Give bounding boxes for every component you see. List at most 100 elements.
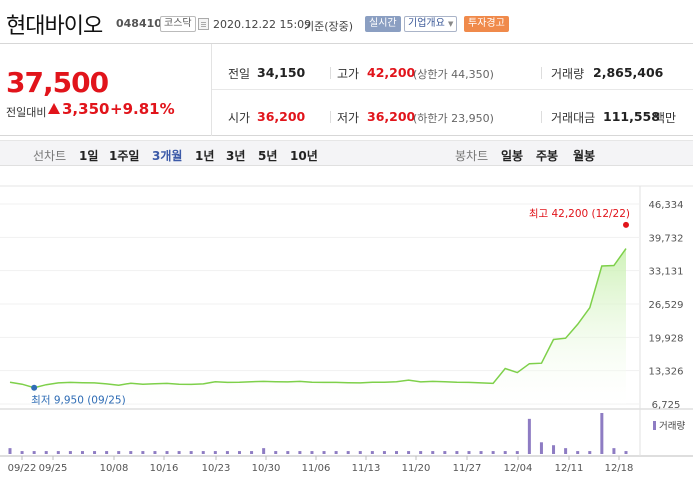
document-icon	[198, 18, 209, 30]
volume-bar	[9, 448, 12, 454]
volume-bar	[480, 451, 483, 454]
volume-bar	[202, 451, 205, 454]
volume-bar	[310, 451, 313, 454]
volume-bar	[274, 451, 277, 454]
divider	[330, 67, 331, 79]
realtime-button[interactable]: 실시간	[365, 16, 401, 32]
volume-bar	[250, 451, 253, 454]
x-tick-label: 11/20	[402, 463, 431, 474]
volume-bar	[141, 451, 144, 454]
volume-bar	[298, 451, 301, 454]
volume-bar	[105, 451, 108, 454]
volume-bar	[371, 451, 374, 454]
open-value: 36,200	[257, 109, 305, 124]
volume-bar	[407, 451, 410, 454]
low-annotation: 최저 9,950 (09/25)	[31, 395, 126, 407]
tab-1d[interactable]: 1일	[79, 147, 98, 164]
amount-unit: 백만	[654, 109, 676, 126]
market-badge: 코스닥	[160, 16, 196, 32]
volume-bar	[359, 451, 362, 454]
tab-3m[interactable]: 3개월	[152, 147, 182, 164]
volume-bar	[214, 451, 217, 454]
volume-bar	[153, 451, 156, 454]
upper-limit: (상한가 44,350)	[413, 66, 494, 82]
x-tick-label: 12/11	[555, 463, 584, 474]
volume-bar	[419, 451, 422, 454]
tab-1y[interactable]: 1년	[195, 147, 214, 164]
volume-bar	[600, 413, 603, 454]
high-label: 고가	[337, 65, 359, 82]
volume-label: 거래량	[551, 65, 584, 82]
x-tick-label: 10/23	[202, 463, 231, 474]
volume-bar	[612, 448, 615, 454]
volume-bar	[552, 445, 555, 454]
volume-bar	[528, 419, 531, 454]
volume-bar	[33, 451, 36, 454]
volume-bar	[455, 451, 458, 454]
tab-3y[interactable]: 3년	[226, 147, 245, 164]
x-tick-label: 10/30	[252, 463, 281, 474]
investment-warning-badge: 투자경고	[464, 16, 509, 32]
x-tick-label: 10/08	[100, 463, 129, 474]
y-tick-label: 39,732	[649, 233, 684, 244]
y-tick-label: 46,334	[649, 200, 684, 211]
y-tick-label: 33,131	[649, 267, 684, 278]
high-annotation: 최고 42,200 (12/22)	[529, 208, 630, 220]
volume-bar	[129, 451, 132, 454]
quote-standard: 기준(장중)	[304, 18, 353, 34]
volume-bar	[262, 448, 265, 454]
volume-bar	[238, 451, 241, 454]
volume-bar	[286, 451, 289, 454]
volume-bar	[117, 451, 120, 454]
price-summary: 37,500 전일대비 3,350 +9.81% 전일 34,150 고가 42…	[0, 44, 693, 136]
volume-bar	[347, 451, 350, 454]
lower-limit: (하한가 23,950)	[413, 110, 494, 126]
price-area	[10, 249, 626, 404]
line-chart-label: 선차트	[33, 147, 66, 164]
volume-bar	[431, 451, 434, 454]
volume-bar	[504, 451, 507, 454]
tab-10y[interactable]: 10년	[290, 147, 318, 164]
open-label: 시가	[228, 109, 250, 126]
volume-bar	[226, 451, 229, 454]
volume-bar	[516, 451, 519, 454]
volume-bar	[540, 442, 543, 454]
y-tick-label: 13,326	[649, 367, 684, 378]
x-tick-label: 12/04	[504, 463, 533, 474]
volume-legend-swatch	[653, 421, 656, 430]
volume-bar	[21, 451, 24, 454]
company-overview-button[interactable]: 기업개요 ▼	[404, 16, 457, 32]
volume-bar	[576, 451, 579, 454]
tab-1w[interactable]: 1주일	[109, 147, 139, 164]
tab-monthly-candle[interactable]: 월봉	[573, 147, 595, 164]
volume-bar	[57, 451, 60, 454]
stock-header: 현대바이오 048410 코스닥 2020.12.22 15:09 기준(장중)…	[0, 0, 693, 44]
tab-daily-candle[interactable]: 일봉	[501, 147, 523, 164]
up-triangle-icon	[48, 103, 60, 114]
price-change-percent: +9.81%	[110, 100, 175, 118]
volume-bar	[166, 451, 169, 454]
current-price-box: 37,500 전일대비 3,350 +9.81%	[0, 44, 212, 136]
amount-value: 111,558	[603, 109, 660, 124]
price-change: 3,350	[48, 100, 109, 118]
quote-datetime: 2020.12.22 15:09	[213, 18, 311, 31]
current-price: 37,500	[6, 66, 108, 99]
x-tick-label: 10/16	[150, 463, 179, 474]
volume-bar	[443, 451, 446, 454]
volume-bar	[467, 451, 470, 454]
chevron-down-icon: ▼	[448, 20, 453, 28]
x-tick-label: 09/22	[8, 463, 37, 474]
prev-compare-label: 전일대비	[6, 104, 46, 120]
volume-bar	[323, 451, 326, 454]
high-marker	[623, 222, 629, 228]
volume-bar	[178, 451, 181, 454]
volume-bar	[395, 451, 398, 454]
tab-5y[interactable]: 5년	[258, 147, 277, 164]
low-value: 36,200	[367, 109, 415, 124]
tab-weekly-candle[interactable]: 주봉	[536, 147, 558, 164]
stock-code: 048410	[116, 17, 162, 30]
amount-label: 거래대금	[551, 109, 595, 126]
x-tick-label: 11/27	[453, 463, 482, 474]
y-tick-label: 26,529	[649, 300, 684, 311]
